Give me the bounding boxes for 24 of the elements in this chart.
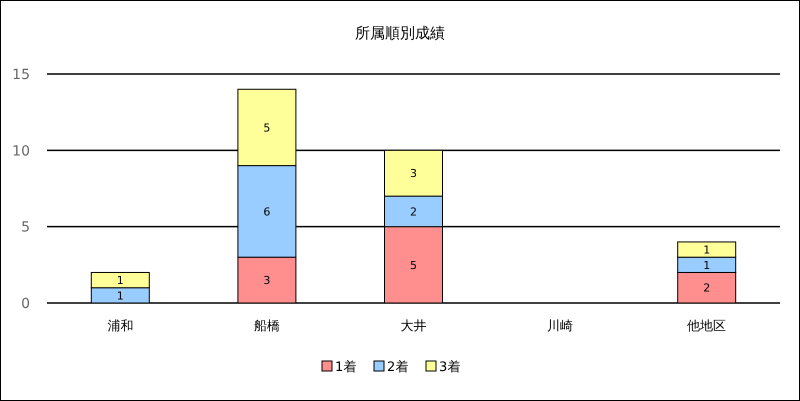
- x-tick-label: 川崎: [547, 319, 574, 334]
- legend-label: 2着: [387, 359, 408, 375]
- x-tick-label: 浦和: [107, 319, 134, 334]
- data-label: 3: [410, 167, 417, 180]
- data-label: 1: [703, 244, 710, 257]
- data-label: 1: [116, 274, 124, 288]
- x-tick-label: 大井: [400, 319, 426, 334]
- data-label: 2: [410, 205, 417, 218]
- data-label: 5: [263, 121, 270, 134]
- data-label: 5: [410, 258, 417, 272]
- legend-label: 1着: [335, 359, 356, 375]
- x-tick-label: 船橋: [254, 319, 280, 334]
- data-label: 1: [116, 289, 124, 302]
- data-label: 2: [703, 282, 710, 295]
- y-tick-label: 5: [21, 220, 30, 236]
- data-label: 6: [263, 205, 270, 218]
- chart-title: 所属順別成績: [355, 24, 445, 42]
- y-tick-label: 15: [12, 67, 30, 83]
- data-label: 1: [703, 258, 710, 272]
- y-tick-label: 0: [21, 296, 30, 312]
- y-tick-label: 10: [12, 143, 30, 160]
- legend-label: 3着: [439, 359, 460, 375]
- x-tick-label: 他地区: [687, 319, 726, 334]
- data-label: 3: [263, 274, 270, 288]
